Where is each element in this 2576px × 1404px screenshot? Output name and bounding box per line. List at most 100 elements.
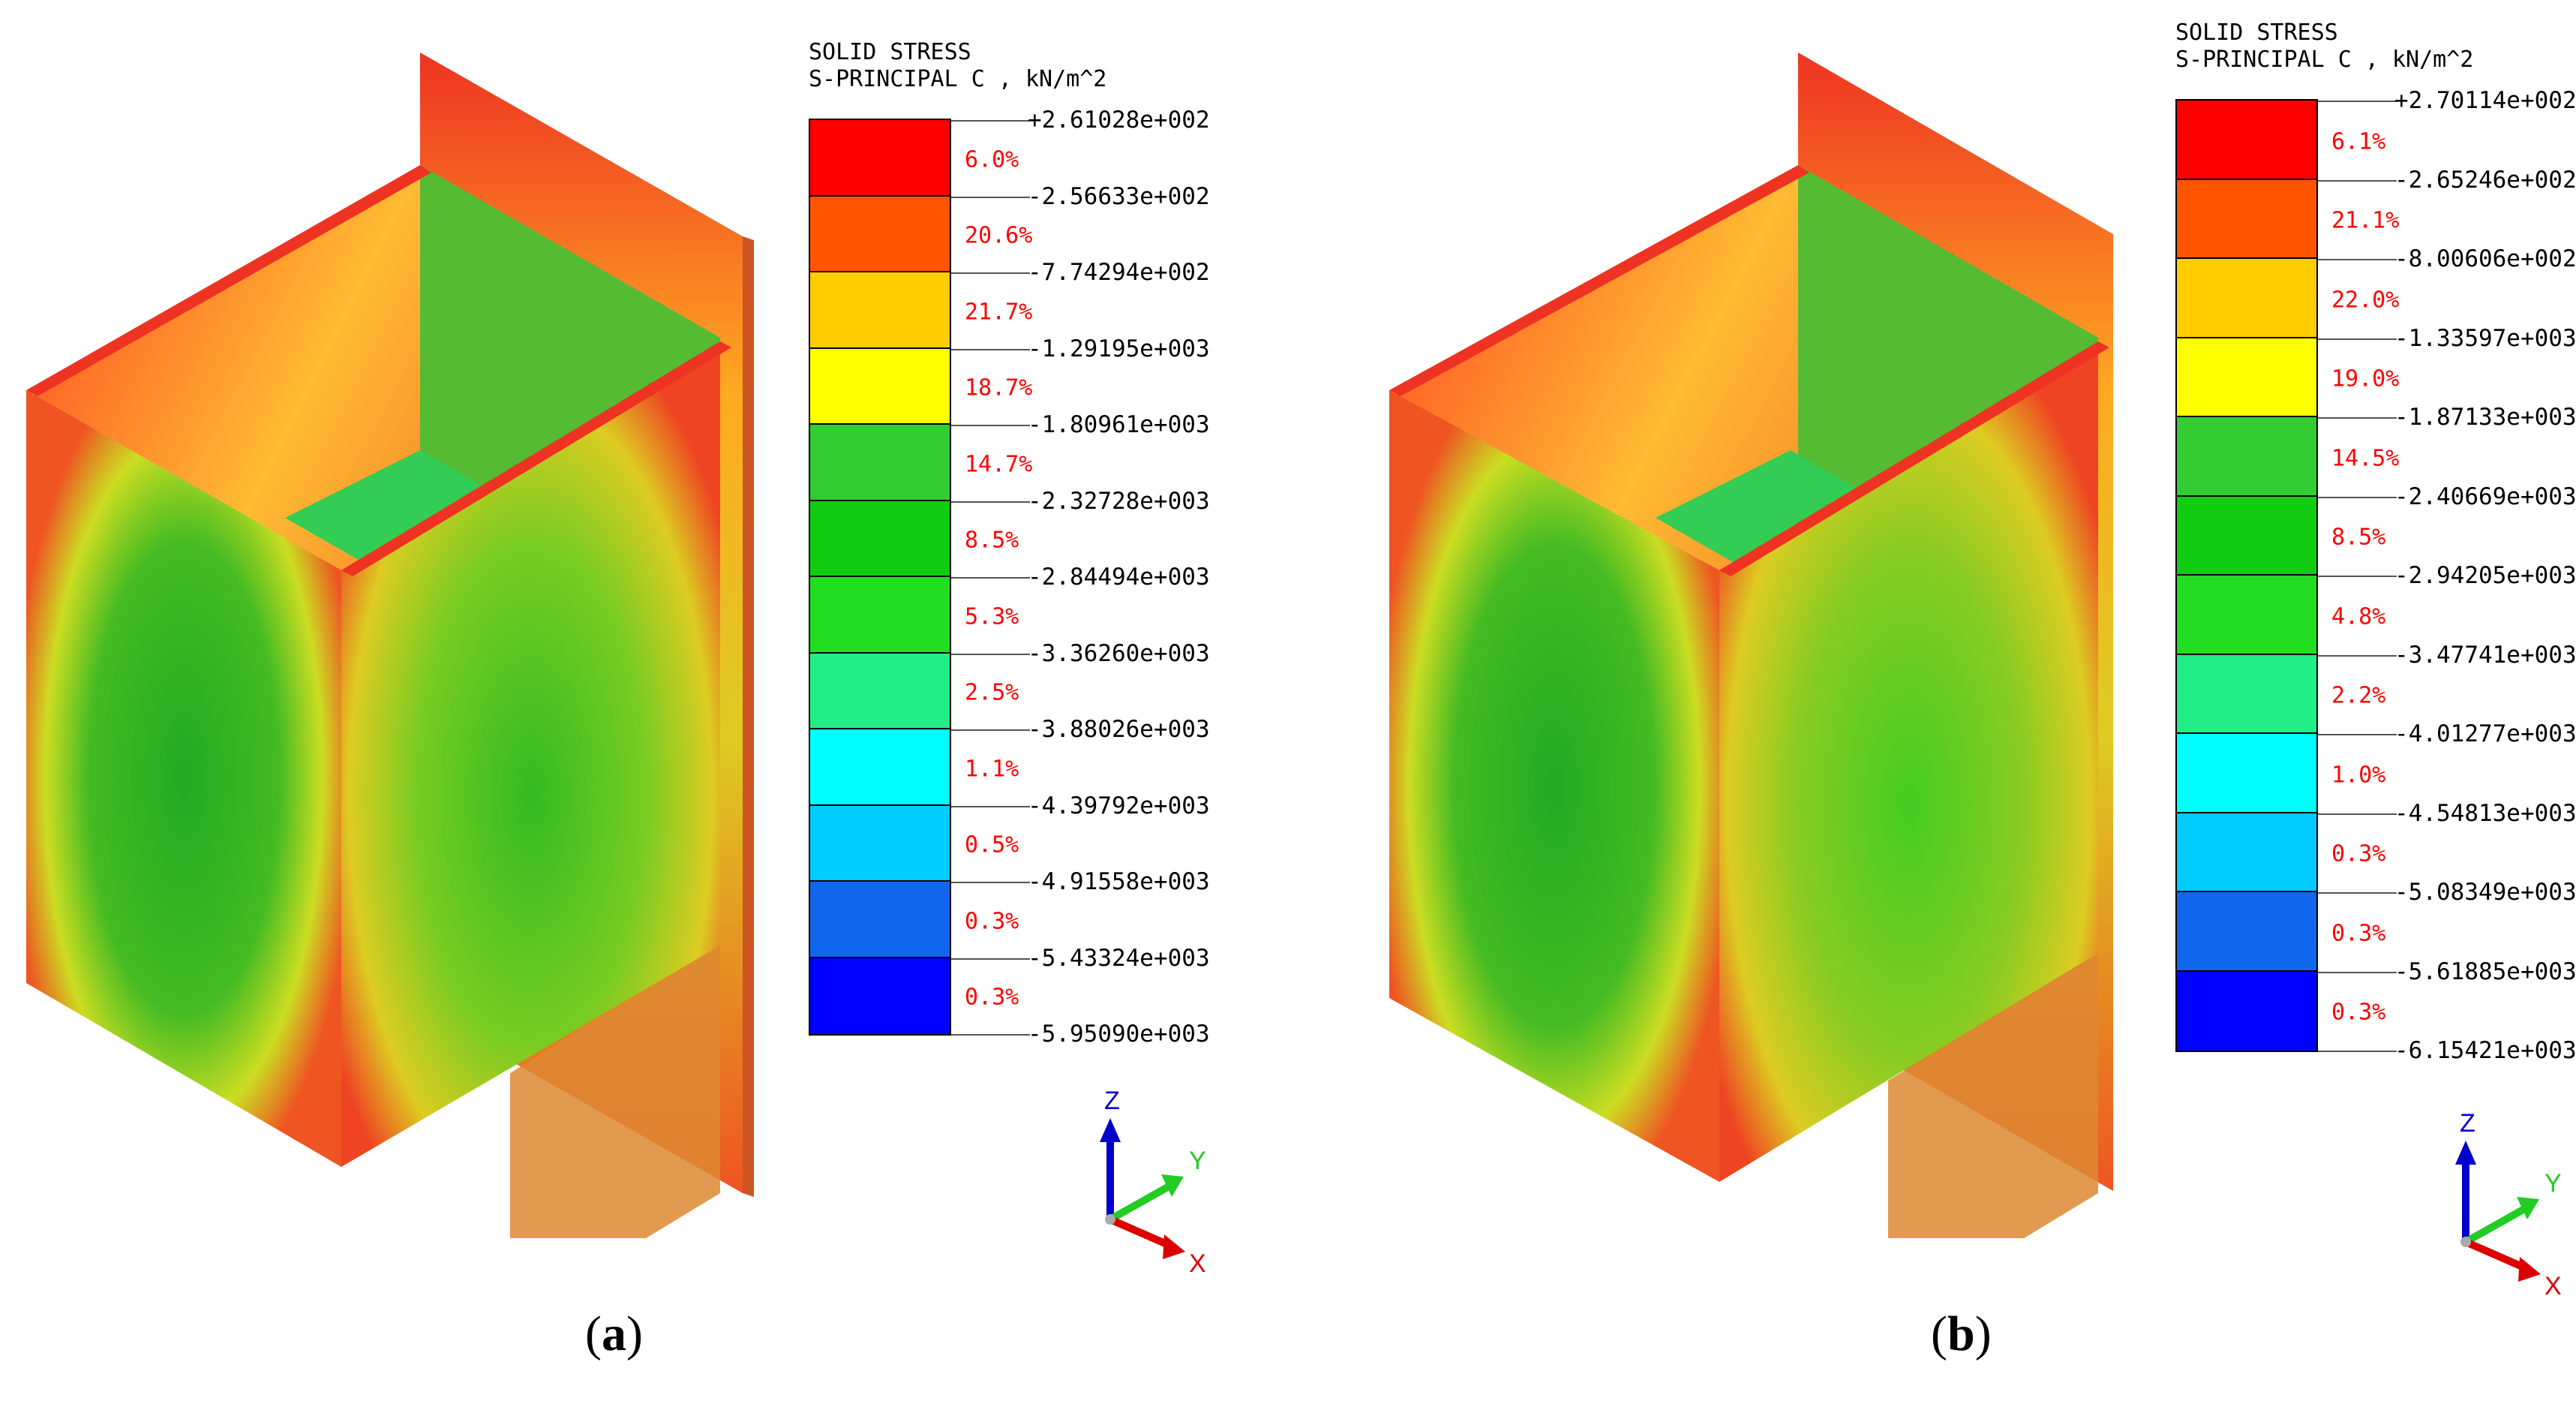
legend-a: SOLID STRESS S-PRINCIPAL C , kN/m^2 <box>809 39 1106 93</box>
legend-percent: 0.3% <box>2331 840 2386 867</box>
legend-percent: 21.1% <box>2331 207 2400 234</box>
legend-tick-label: -4.01277e+003 <box>2394 720 2576 747</box>
legend-percent: 2.2% <box>2331 682 2386 709</box>
legend-tick-line <box>2318 417 2397 419</box>
axis-x-label: X <box>2544 1272 2562 1298</box>
legend-band <box>2177 417 2316 497</box>
legend-band <box>810 120 950 197</box>
legend-tick-label: -2.40669e+003 <box>2394 483 2576 510</box>
legend-tick-line <box>2318 496 2397 498</box>
stress-contour-model <box>1389 53 2113 1238</box>
legend-tick-label: -4.39792e+003 <box>1028 792 1210 819</box>
panel-a: SOLID STRESS S-PRINCIPAL C , kN/m^2 6.0%… <box>26 39 1210 1361</box>
legend-title: SOLID STRESS S-PRINCIPAL C , kN/m^2 <box>2175 20 2474 73</box>
legend-tick-label: -3.36260e+003 <box>1028 639 1210 667</box>
caption-b: (b) <box>1931 1306 1992 1361</box>
legend-band <box>810 272 950 349</box>
legend-tick-line <box>2318 259 2397 260</box>
legend-tick-line <box>2318 654 2397 657</box>
legend-tick-line <box>951 272 1030 274</box>
legend-percent: 14.7% <box>965 451 1033 478</box>
legend-band <box>810 196 950 272</box>
axis-triad-b: Z Y X <box>2455 1109 2562 1298</box>
legend-tick-label: -5.95090e+003 <box>1028 1021 1210 1048</box>
legend-percent: 8.5% <box>2331 524 2386 551</box>
legend-color-bar <box>2175 99 2318 1052</box>
legend-tick-line <box>2318 1051 2397 1052</box>
legend-band <box>2177 338 2316 417</box>
legend-color-bar <box>809 119 951 1036</box>
legend-percent: 0.3% <box>2331 920 2386 947</box>
legend-band <box>810 577 950 654</box>
legend-tick-line <box>2318 971 2397 973</box>
legend-percent: 1.1% <box>965 756 1019 783</box>
legend-percent: 6.0% <box>965 146 1019 173</box>
axis-x-label: X <box>1189 1249 1206 1276</box>
legend-tick-line <box>2318 734 2397 735</box>
legend-tick-line <box>951 882 1030 883</box>
legend-band <box>2177 971 2316 1051</box>
legend-tick-label: -7.74294e+002 <box>1028 259 1210 286</box>
legend-band <box>2177 576 2316 655</box>
legend-tick-line <box>951 729 1030 731</box>
legend-band <box>810 425 950 501</box>
legend-band <box>2177 654 2316 734</box>
legend-tick-label: -4.91558e+003 <box>1028 868 1210 895</box>
legend-percent: 5.3% <box>965 603 1019 630</box>
panel-b: SOLID STRESS S-PRINCIPAL C , kN/m^2 6.1%… <box>1288 0 2576 1404</box>
legend-band <box>2177 734 2316 813</box>
legend-band <box>810 729 950 806</box>
axis-y-label: Y <box>2544 1169 2562 1198</box>
legend-tick-line <box>951 805 1030 807</box>
legend-percent: 0.3% <box>2331 999 2386 1026</box>
axis-y-label: Y <box>1189 1147 1206 1175</box>
legend-tick-line <box>2318 813 2397 815</box>
legend-tick-label: -5.43324e+003 <box>1028 944 1210 972</box>
legend-percent: 21.7% <box>965 299 1033 326</box>
legend-band <box>2177 101 2316 180</box>
legend-tick-line <box>951 501 1030 503</box>
legend-band <box>810 653 950 729</box>
axis-z-label: Z <box>2460 1109 2475 1138</box>
legend-tick-label: -4.54813e+003 <box>2394 799 2576 827</box>
legend-percent: 0.5% <box>965 831 1019 858</box>
legend-tick-line <box>2318 892 2397 894</box>
legend-tick-label: -6.15421e+003 <box>2394 1037 2576 1064</box>
legend-tick-label: +2.61028e+002 <box>1028 107 1210 134</box>
legend-tick-label: +2.70114e+002 <box>2394 87 2576 114</box>
legend-tick-label: -1.29195e+003 <box>1028 335 1210 362</box>
legend-percent: 1.0% <box>2331 762 2386 789</box>
legend-tick-label: -2.94205e+003 <box>2394 562 2576 589</box>
legend-band <box>810 882 950 958</box>
legend-percent: 18.7% <box>965 374 1033 401</box>
legend-tick-line <box>951 958 1030 960</box>
legend-tick-label: -8.00606e+002 <box>2394 245 2576 272</box>
legend-tick-label: -5.61885e+003 <box>2394 958 2576 985</box>
legend-percent: 8.5% <box>965 527 1019 554</box>
legend-title: SOLID STRESS S-PRINCIPAL C , kN/m^2 <box>809 39 1107 92</box>
legend-tick-line <box>951 653 1030 655</box>
axis-triad-a: Z Y X <box>1100 1087 1206 1276</box>
legend-band <box>2177 259 2316 338</box>
legend-band <box>2177 813 2316 892</box>
legend-tick-label: -1.87133e+003 <box>2394 404 2576 431</box>
legend-tick-label: -5.08349e+003 <box>2394 879 2576 906</box>
legend-tick-label: -3.47741e+003 <box>2394 641 2576 669</box>
legend-tick-label: -1.33597e+003 <box>2394 324 2576 352</box>
legend-tick-line <box>2318 179 2397 182</box>
legend-band <box>810 348 950 425</box>
legend-tick-label: -2.32728e+003 <box>1028 487 1210 515</box>
legend-tick-line <box>2318 576 2397 577</box>
legend-band <box>2177 179 2316 259</box>
legend-tick-line <box>951 425 1030 426</box>
stress-contour-model <box>26 53 754 1238</box>
legend-band <box>810 805 950 882</box>
caption-a: (a) <box>585 1306 643 1361</box>
legend-tick-label: -2.65246e+002 <box>2394 166 2576 194</box>
legend-band <box>2177 496 2316 576</box>
legend-percent: 2.5% <box>965 679 1019 706</box>
legend-percent: 19.0% <box>2331 365 2400 392</box>
legend-band <box>810 958 950 1034</box>
legend-tick-line <box>951 577 1030 579</box>
legend-percent: 20.6% <box>965 222 1033 249</box>
